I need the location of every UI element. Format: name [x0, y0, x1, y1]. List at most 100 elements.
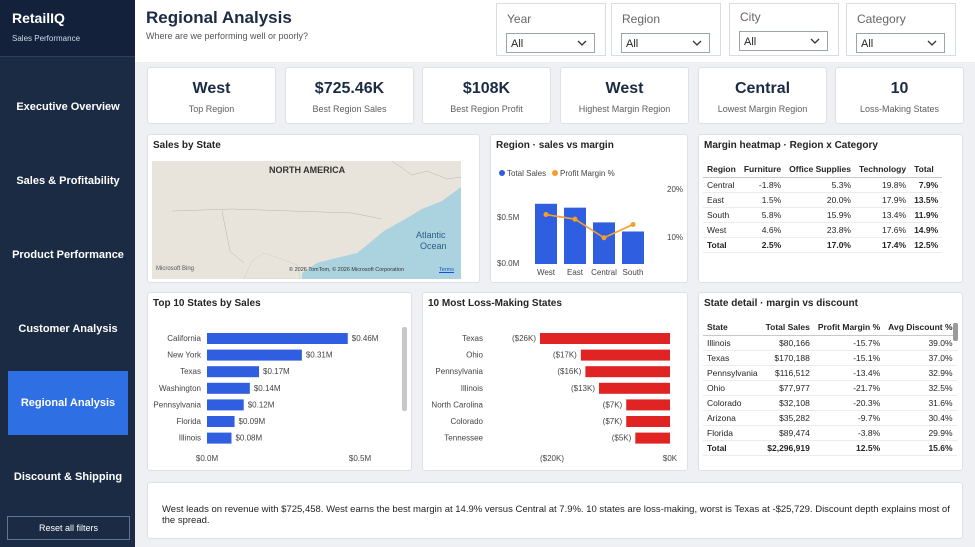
- nav-customer-analysis[interactable]: Customer Analysis: [18, 323, 118, 335]
- state-bar[interactable]: [207, 382, 250, 394]
- chevron-down-icon: [577, 40, 587, 46]
- cell: Florida: [703, 425, 762, 441]
- reset-filters-button[interactable]: Reset all filters: [7, 516, 130, 540]
- table-row: Texas $170,188 -15.1% 37.0%: [703, 350, 957, 366]
- map-continent-label: NORTH AMERICA: [269, 165, 346, 175]
- state-bar[interactable]: [207, 416, 235, 427]
- cell: West: [703, 222, 740, 238]
- region-chart: Total Sales Profit Margin % $0.5M $0.0M …: [497, 169, 683, 277]
- cell: 12.5%: [813, 440, 885, 456]
- cell: Colorado: [703, 395, 762, 411]
- region-bar[interactable]: [535, 203, 557, 264]
- x-tick-label: South: [623, 268, 644, 277]
- col-header[interactable]: Office Supplies: [785, 161, 855, 178]
- margin-point[interactable]: [543, 212, 549, 218]
- loss-bar[interactable]: [540, 333, 670, 344]
- table-row: Colorado $32,108 -20.3% 31.6%: [703, 395, 957, 411]
- table-row: West 4.6% 23.8% 17.6% 14.9%: [703, 222, 943, 238]
- loss-bar[interactable]: [626, 416, 670, 427]
- slicer-city-dropdown[interactable]: All: [739, 31, 828, 51]
- map-terms-link[interactable]: Terms: [439, 267, 454, 273]
- heatmap-title: Margin heatmap · Region x Category: [704, 140, 878, 151]
- col-header[interactable]: Technology: [855, 161, 911, 178]
- legend-margin-label: Profit Margin %: [560, 169, 615, 178]
- map-ocean-label: Atlantic: [416, 230, 446, 240]
- cell: 13.4%: [855, 207, 911, 223]
- cell: -20.3%: [813, 395, 885, 411]
- scrollbar[interactable]: [953, 323, 958, 341]
- col-header[interactable]: Total: [910, 161, 943, 178]
- region-bar[interactable]: [593, 222, 615, 264]
- region-bar[interactable]: [564, 207, 586, 264]
- cell: Total: [703, 440, 762, 456]
- loss-bar[interactable]: [599, 382, 670, 394]
- category-label: Texas: [462, 334, 483, 343]
- category-label: Florida: [177, 417, 202, 426]
- state-bar[interactable]: [207, 399, 244, 411]
- state-bar[interactable]: [207, 349, 302, 361]
- state-bar[interactable]: [207, 366, 260, 378]
- col-header[interactable]: Total Sales: [761, 319, 814, 336]
- cell: 17.0%: [785, 237, 855, 253]
- slicer-year-dropdown[interactable]: All: [506, 33, 595, 53]
- loss-bar[interactable]: [626, 399, 670, 411]
- margin-point[interactable]: [601, 235, 607, 241]
- nav-executive-overview[interactable]: Executive Overview: [16, 101, 120, 113]
- map-title: Sales by State: [153, 140, 221, 151]
- kpi-label: Best Region Profit: [450, 104, 523, 114]
- data-label: ($13K): [571, 384, 595, 393]
- cell: 7.9%: [910, 177, 943, 193]
- nav-regional-analysis[interactable]: Regional Analysis: [8, 371, 128, 435]
- margin-point[interactable]: [572, 216, 578, 222]
- col-header[interactable]: Furniture: [739, 161, 786, 178]
- top-states-chart: $0.0M $0.5M California $0.46M New York $0.3…: [153, 333, 379, 463]
- top-states-card: Top 10 States by Sales $0.0M $0.5M Calif…: [147, 292, 412, 471]
- data-label: $0.12M: [248, 400, 275, 409]
- data-label: $0.17M: [263, 367, 290, 376]
- state-bar[interactable]: [207, 333, 348, 344]
- legend-margin-marker: [552, 170, 558, 176]
- category-label: California: [167, 334, 201, 343]
- table-row: South 5.8% 15.9% 13.4% 11.9%: [703, 207, 943, 223]
- scrollbar[interactable]: [402, 327, 407, 411]
- nav-sales-profitability[interactable]: Sales & Profitability: [16, 175, 120, 187]
- cell: Central: [703, 177, 740, 193]
- kpi-label: Highest Margin Region: [578, 104, 671, 114]
- legend-sales-marker: [499, 170, 505, 176]
- loss-bar[interactable]: [635, 432, 670, 444]
- col-header[interactable]: Region: [703, 161, 740, 178]
- cell: 1.5%: [739, 192, 786, 208]
- margin-point[interactable]: [630, 221, 636, 227]
- loss-bar[interactable]: [580, 349, 670, 361]
- slicer-region-dropdown[interactable]: All: [621, 33, 710, 53]
- col-header[interactable]: Profit Margin %: [813, 319, 885, 336]
- cell: 17.4%: [855, 237, 911, 253]
- col-header[interactable]: Avg Discount %: [884, 319, 957, 336]
- region-bar[interactable]: [622, 231, 644, 264]
- heatmap-table: Region Furniture Office Supplies Technol…: [703, 161, 943, 253]
- chevron-down-icon: [692, 40, 702, 46]
- cell: 29.9%: [884, 425, 957, 441]
- table-row: Ohio $77,977 -21.7% 32.5%: [703, 380, 957, 396]
- region-chart-title: Region · sales vs margin: [496, 140, 614, 151]
- cell: 13.5%: [910, 192, 943, 208]
- loss-bar[interactable]: [585, 366, 670, 378]
- x-tick: $0.5M: [349, 454, 372, 463]
- data-label: ($7K): [603, 400, 623, 409]
- slicer-category-dropdown[interactable]: All: [856, 33, 945, 53]
- table-row: Central -1.8% 5.3% 19.8% 7.9%: [703, 177, 943, 193]
- kpi-value: West: [192, 80, 231, 97]
- col-header[interactable]: State: [703, 319, 762, 336]
- data-label: ($16K): [557, 367, 581, 376]
- page-title: Regional Analysis: [146, 8, 292, 27]
- nav-product-performance[interactable]: Product Performance: [12, 249, 124, 261]
- cell: 37.0%: [884, 350, 957, 366]
- kpi-best-region-sales: $725.46K Best Region Sales: [285, 67, 414, 124]
- sales-map[interactable]: NORTH AMERICA Atlantic Ocean Microsoft B…: [152, 161, 461, 279]
- cell: South: [703, 207, 740, 223]
- map-ocean-label: Ocean: [420, 241, 447, 251]
- cell: 4.6%: [739, 222, 786, 238]
- cell: Total: [703, 237, 740, 253]
- nav-discount-shipping[interactable]: Discount & Shipping: [13, 471, 123, 483]
- state-bar[interactable]: [207, 432, 232, 444]
